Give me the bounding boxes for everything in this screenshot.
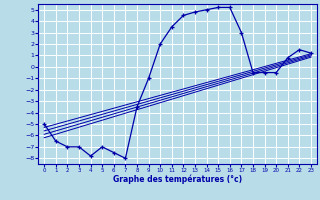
X-axis label: Graphe des températures (°c): Graphe des températures (°c) — [113, 175, 242, 184]
